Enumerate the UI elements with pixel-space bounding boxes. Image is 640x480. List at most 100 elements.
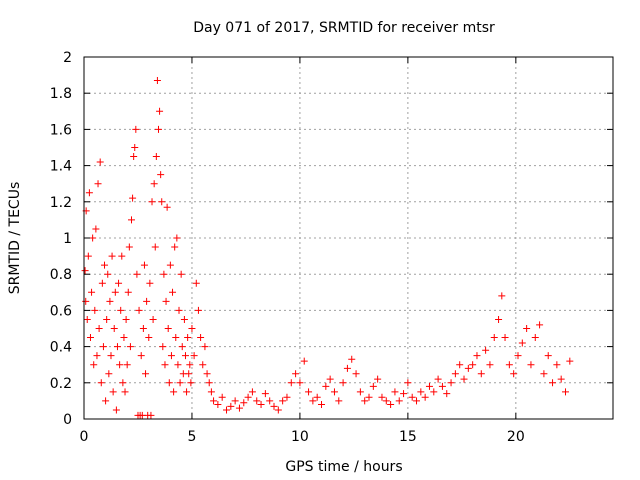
data-point: [89, 234, 97, 242]
y-tick-label: 2: [63, 50, 72, 66]
data-point: [270, 402, 278, 410]
x-tick-label: 0: [80, 429, 89, 445]
data-point: [102, 397, 110, 405]
data-point: [231, 397, 239, 405]
data-point: [160, 270, 168, 278]
data-point: [105, 370, 113, 378]
data-point: [130, 153, 138, 161]
x-tick-label: 20: [507, 429, 525, 445]
y-tick-label: 1.8: [50, 86, 72, 102]
data-point: [283, 393, 291, 401]
data-point: [300, 357, 308, 365]
y-tick-label: 0.2: [50, 376, 72, 392]
data-point: [99, 343, 107, 351]
data-point: [240, 399, 248, 407]
data-point: [313, 393, 321, 401]
data-point: [140, 261, 148, 269]
data-point: [464, 364, 472, 372]
data-point: [322, 382, 330, 390]
data-point: [126, 343, 134, 351]
data-point: [339, 379, 347, 387]
data-points: [81, 77, 574, 419]
data-point: [400, 390, 408, 398]
data-point: [113, 343, 121, 351]
data-point: [318, 401, 326, 409]
data-point: [451, 370, 459, 378]
data-point: [145, 334, 153, 342]
data-point: [84, 252, 92, 260]
data-point: [434, 375, 442, 383]
data-point: [147, 411, 155, 419]
data-point: [438, 382, 446, 390]
data-point: [566, 357, 574, 365]
data-point: [261, 390, 269, 398]
data-point: [103, 315, 111, 323]
y-tick-label: 1.6: [50, 122, 72, 138]
data-point: [274, 406, 282, 414]
data-point: [287, 379, 295, 387]
data-point: [163, 203, 171, 211]
data-point: [210, 397, 218, 405]
data-point: [172, 334, 180, 342]
data-point: [356, 388, 364, 396]
data-point: [387, 401, 395, 409]
data-point: [143, 297, 151, 305]
data-point: [544, 352, 552, 360]
y-tick-label: 0.4: [50, 340, 72, 356]
data-point: [227, 402, 235, 410]
data-point: [110, 325, 118, 332]
data-point: [181, 352, 189, 360]
data-point: [171, 243, 179, 251]
data-point: [90, 361, 98, 369]
data-point: [214, 401, 222, 409]
data-point: [175, 306, 183, 314]
data-point: [85, 189, 93, 197]
data-point: [153, 77, 161, 85]
data-point: [124, 288, 132, 296]
data-point: [151, 243, 159, 251]
x-tick-label: 15: [399, 429, 417, 445]
data-point: [531, 334, 539, 342]
x-tick-label: 5: [187, 429, 196, 445]
data-point: [116, 361, 124, 369]
data-point: [235, 404, 243, 412]
data-point: [330, 388, 338, 396]
grid: [84, 57, 613, 419]
data-point: [142, 370, 150, 378]
data-point: [91, 306, 99, 314]
data-point: [456, 361, 464, 369]
data-point: [417, 388, 425, 396]
data-point: [369, 382, 377, 390]
data-point: [101, 261, 109, 269]
data-point: [104, 270, 112, 278]
data-point: [119, 379, 127, 387]
data-point: [180, 315, 188, 323]
data-point: [192, 279, 200, 287]
data-point: [279, 397, 287, 405]
data-point: [536, 321, 544, 329]
data-point: [518, 339, 526, 347]
data-point: [154, 125, 162, 133]
data-point: [146, 279, 154, 287]
data-point: [514, 352, 522, 360]
data-point: [460, 375, 468, 383]
y-axis-label: SRMTID / TECUs: [7, 182, 23, 295]
data-point: [469, 361, 477, 369]
data-point: [201, 343, 209, 351]
data-point: [170, 388, 178, 396]
data-point: [218, 393, 226, 401]
data-point: [129, 194, 137, 202]
data-point: [173, 234, 181, 242]
data-point: [190, 352, 198, 360]
data-point: [118, 252, 126, 260]
data-point: [335, 397, 343, 405]
data-point: [505, 361, 513, 369]
data-point: [186, 361, 194, 369]
y-tick-label: 0: [63, 412, 72, 428]
data-point: [223, 406, 231, 414]
data-point: [159, 343, 167, 351]
y-tick-label: 0.6: [50, 303, 72, 319]
data-point: [120, 334, 128, 342]
data-point: [374, 375, 382, 383]
